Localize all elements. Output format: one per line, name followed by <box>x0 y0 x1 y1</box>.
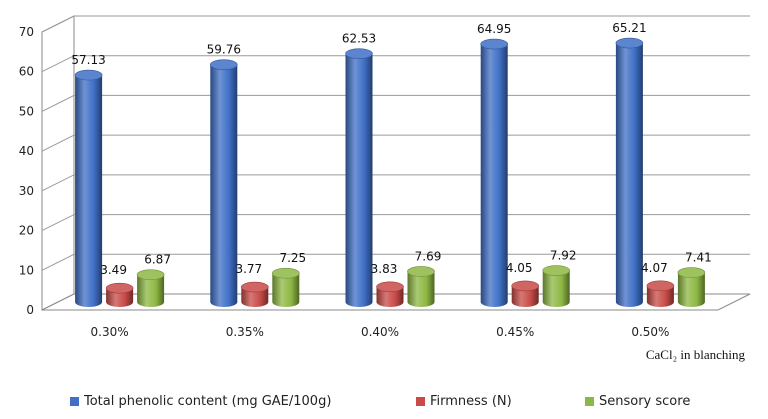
x-axis-title: CaCl₂ in blanching <box>646 347 746 362</box>
y-tick-label: 50 <box>19 104 34 118</box>
bar-0 <box>74 69 103 307</box>
bar-cap <box>677 267 706 278</box>
x-tick-label: 0.35% <box>226 325 264 339</box>
bar-body <box>646 285 674 307</box>
x-axis-ticks: 0.30% 0.35% 0.40% 0.45% 0.50% <box>91 325 670 339</box>
y-tick-label: 40 <box>19 144 34 158</box>
legend-swatch <box>70 397 79 406</box>
bar-body <box>75 75 103 307</box>
bar-cap <box>210 59 238 70</box>
y-axis-ticks: 0 10 20 30 40 50 60 70 <box>19 25 34 317</box>
bar-cap <box>271 267 300 279</box>
bar-0 <box>210 59 238 308</box>
x-tick-label: 0.45% <box>496 325 534 339</box>
x-tick-label: 0.50% <box>631 325 669 339</box>
bar-body <box>480 44 508 307</box>
y-tick-label: 30 <box>19 184 34 198</box>
bar-1 <box>376 281 404 307</box>
data-label: 62.53 <box>342 32 376 46</box>
data-labels: 57.13 3.49 6.87 59.76 3.77 7.25 62.53 3.83 7.69 6… <box>71 21 711 277</box>
bar-1 <box>646 280 675 307</box>
legend-item: Total phenolic content (mg GAE/100g) <box>70 394 331 409</box>
data-label: 7.92 <box>550 249 577 263</box>
bar-cap <box>646 280 675 292</box>
bar-body <box>407 271 435 307</box>
bar-body <box>615 43 643 308</box>
y-tick-label: 0 <box>26 303 34 317</box>
bar-0 <box>345 48 373 308</box>
side-wall <box>41 15 75 311</box>
bar-body <box>272 273 300 307</box>
bar-2 <box>407 266 435 307</box>
bar-1 <box>511 280 540 307</box>
data-label: 59.76 <box>207 43 241 57</box>
x-tick-label: 0.30% <box>91 325 129 339</box>
bar-cap <box>74 69 103 81</box>
y-tick-label: 60 <box>19 65 34 79</box>
data-label: 4.07 <box>641 261 668 275</box>
data-label: 65.21 <box>612 21 646 35</box>
bar-cap <box>241 281 269 293</box>
legend-label: Total phenolic content (mg GAE/100g) <box>84 394 332 409</box>
bar-0 <box>480 38 509 307</box>
bar-1 <box>105 282 134 307</box>
data-label: 7.69 <box>415 249 442 263</box>
gridline <box>41 253 750 271</box>
bar-cap <box>105 282 134 294</box>
bar-cap <box>480 38 509 50</box>
bar-body <box>345 53 373 308</box>
data-label: 57.13 <box>71 53 105 67</box>
data-label: 7.41 <box>685 251 712 265</box>
bar-2 <box>542 265 571 307</box>
legend-label: Firmness (N) <box>430 394 512 409</box>
y-tick-label: 70 <box>19 25 34 39</box>
bar-0 <box>615 37 644 308</box>
bar-2 <box>136 269 165 307</box>
gridline <box>41 174 750 192</box>
bar-body <box>210 64 238 308</box>
gridline <box>41 94 750 112</box>
data-label: 3.77 <box>235 262 262 276</box>
data-label: 7.25 <box>279 251 306 265</box>
bar-body <box>511 285 539 307</box>
bar-cap <box>542 265 571 276</box>
bar-body <box>677 272 705 307</box>
bar-body <box>106 288 134 307</box>
gridline <box>41 55 750 73</box>
data-label: 6.87 <box>144 253 171 267</box>
legend-swatch <box>416 397 425 406</box>
x-tick-label: 0.40% <box>361 325 399 339</box>
data-label: 4.05 <box>506 261 533 275</box>
y-tick-label: 20 <box>19 224 34 238</box>
data-label: 64.95 <box>477 22 511 36</box>
bar-body <box>376 286 404 307</box>
data-label: 3.49 <box>100 263 127 277</box>
bar-cap <box>345 48 373 59</box>
bar-2 <box>271 267 300 307</box>
bar-cap <box>407 266 435 277</box>
gridlines <box>41 15 750 271</box>
bar-cap <box>511 280 540 292</box>
legend-item: Firmness (N) <box>416 394 512 409</box>
bar-cap <box>376 281 404 293</box>
bar-body <box>542 270 570 307</box>
data-label: 3.83 <box>371 262 398 276</box>
gridline <box>41 15 750 33</box>
bars <box>74 37 706 308</box>
legend-swatch <box>585 397 594 406</box>
gridline <box>41 214 750 232</box>
y-tick-label: 10 <box>19 263 34 277</box>
bar-1 <box>241 281 269 307</box>
legend-label: Sensory score <box>599 394 691 409</box>
bar-2 <box>677 267 706 307</box>
legend: Total phenolic content (mg GAE/100g) Firm… <box>0 394 768 416</box>
bar-cap <box>615 37 644 49</box>
bar-cap <box>136 269 165 281</box>
gridline <box>41 134 750 152</box>
bar-body <box>241 287 269 307</box>
bar-body <box>137 274 165 307</box>
legend-item: Sensory score <box>585 394 690 409</box>
